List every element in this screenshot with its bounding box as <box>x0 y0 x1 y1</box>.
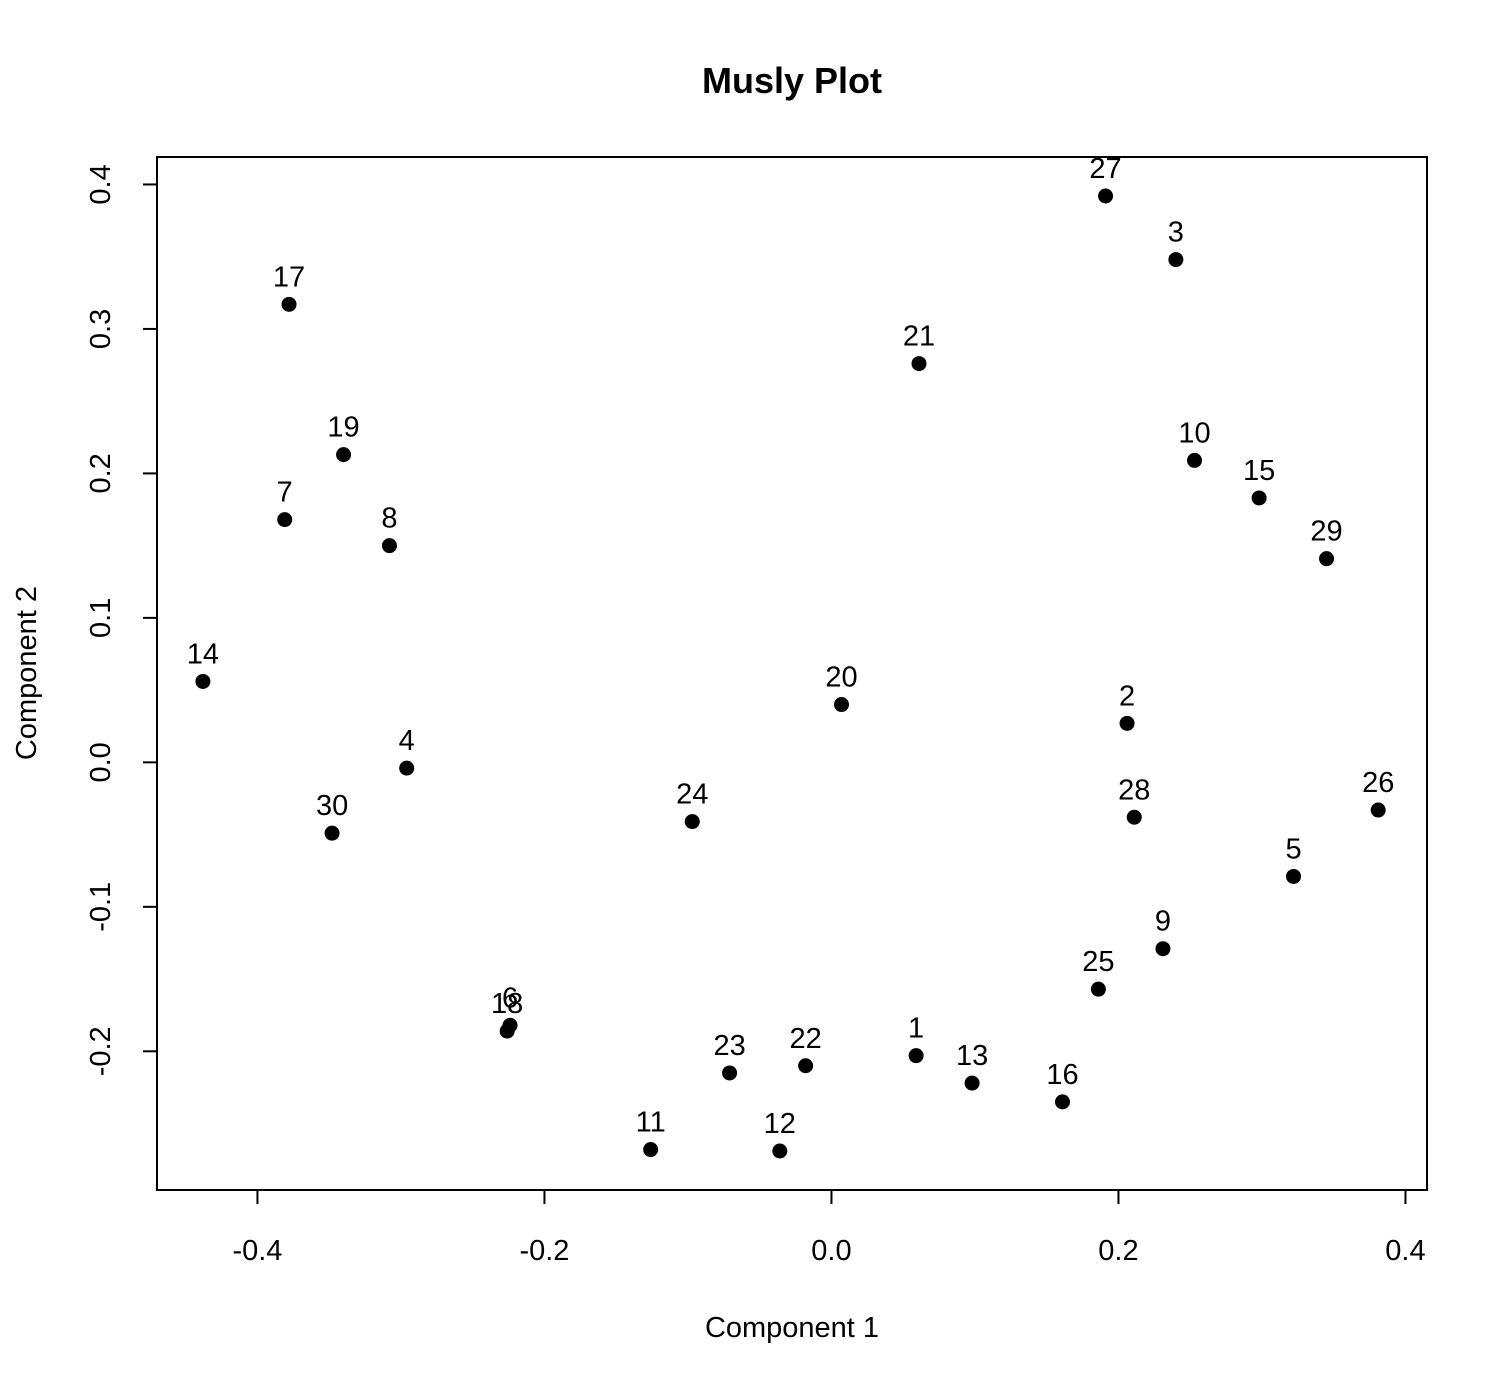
data-point-label: 3 <box>1168 217 1184 249</box>
data-point <box>1055 1094 1071 1110</box>
data-point <box>1119 715 1135 731</box>
x-tick-label: 0.0 <box>811 1235 851 1267</box>
data-point <box>772 1143 788 1159</box>
data-point <box>798 1058 814 1074</box>
x-axis: -0.4 -0.2 0.0 0.2 0.4 <box>232 1189 1426 1267</box>
data-point-label: 5 <box>1285 833 1301 865</box>
data-point-label: 12 <box>764 1108 796 1140</box>
x-tick-label: 0.4 <box>1385 1235 1425 1267</box>
data-point <box>964 1075 980 1091</box>
data-point <box>1370 802 1386 818</box>
data-point <box>911 356 927 372</box>
data-point-label: 20 <box>825 662 857 694</box>
data-point <box>1098 188 1114 204</box>
x-tick-label: 0.2 <box>1098 1235 1138 1267</box>
data-point-label: 18 <box>491 988 523 1020</box>
x-tick-label: -0.4 <box>232 1235 282 1267</box>
data-point-label: 10 <box>1178 417 1210 449</box>
y-tick-label: -0.1 <box>85 882 117 932</box>
y-tick-label: 0.1 <box>85 598 117 638</box>
data-point <box>722 1065 738 1081</box>
data-point-label: 19 <box>327 412 359 444</box>
data-point-label: 15 <box>1243 455 1275 487</box>
data-point <box>1126 809 1142 825</box>
data-point <box>1168 252 1184 268</box>
data-point <box>834 697 850 713</box>
data-point <box>281 296 297 312</box>
data-point <box>277 512 293 528</box>
data-point <box>499 1023 515 1039</box>
data-point-label: 23 <box>713 1030 745 1062</box>
x-axis-label: Component 1 <box>705 1312 879 1344</box>
data-point <box>1090 981 1106 997</box>
data-point <box>324 825 340 841</box>
data-point-label: 2 <box>1119 680 1135 712</box>
data-point-label: 28 <box>1118 774 1150 806</box>
y-tick-label: 0.0 <box>85 742 117 782</box>
data-point <box>336 447 352 463</box>
data-point-label: 25 <box>1082 946 1114 978</box>
data-point-label: 4 <box>399 725 415 757</box>
data-point-label: 27 <box>1089 153 1121 185</box>
data-point <box>1319 551 1335 567</box>
data-point <box>643 1142 659 1158</box>
data-point-label: 14 <box>187 638 219 670</box>
data-point-label: 9 <box>1155 906 1171 938</box>
data-point-label: 24 <box>676 779 708 811</box>
data-point <box>1251 490 1267 506</box>
y-tick-label: 0.3 <box>85 309 117 349</box>
x-tick-label: -0.2 <box>519 1235 569 1267</box>
y-axis-label: Component 2 <box>11 586 43 760</box>
data-point <box>399 760 415 776</box>
data-point-label: 17 <box>273 261 305 293</box>
data-point-label: 22 <box>789 1023 821 1055</box>
chart-title: Musly Plot <box>702 60 882 101</box>
y-axis: -0.2 -0.1 0.0 0.1 0.2 0.3 0.4 <box>85 164 158 1076</box>
data-point-label: 7 <box>277 477 293 509</box>
data-point-label: 30 <box>316 790 348 822</box>
data-point-label: 8 <box>381 503 397 535</box>
data-point-label: 13 <box>956 1040 988 1072</box>
data-point-label: 1 <box>908 1013 924 1045</box>
data-point-label: 26 <box>1362 767 1394 799</box>
data-point <box>1155 941 1171 957</box>
data-point <box>1286 868 1302 884</box>
y-tick-label: -0.2 <box>85 1026 117 1076</box>
data-point-label: 21 <box>903 321 935 353</box>
y-tick-label: 0.2 <box>85 453 117 493</box>
data-point <box>684 814 700 830</box>
data-point-label: 29 <box>1310 516 1342 548</box>
data-point-label: 11 <box>636 1107 666 1139</box>
data-point <box>908 1048 924 1064</box>
data-point-label: 6 <box>502 982 518 1014</box>
data-point-label: 16 <box>1046 1059 1078 1091</box>
data-point <box>195 673 211 689</box>
data-point <box>381 538 397 554</box>
y-tick-label: 0.4 <box>85 164 117 204</box>
data-point <box>1187 452 1203 468</box>
